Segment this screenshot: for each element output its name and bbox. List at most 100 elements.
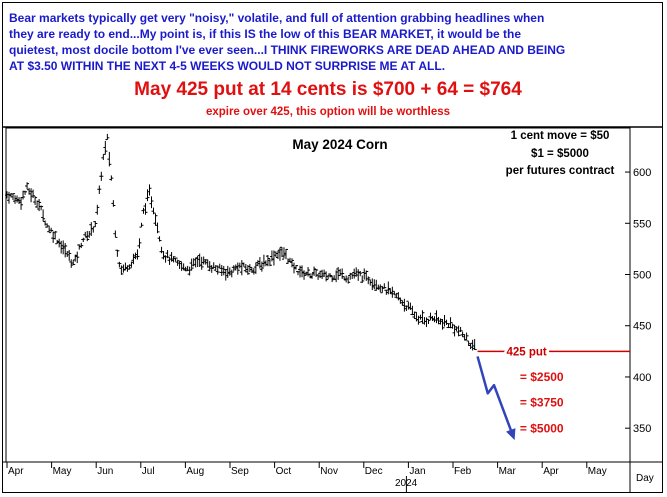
price-bar xyxy=(105,133,110,141)
price-bar xyxy=(267,258,272,267)
price-bar xyxy=(69,259,74,268)
chart-title: May 2024 Corn xyxy=(292,137,387,152)
price-bar xyxy=(61,240,66,255)
price-bar xyxy=(243,263,248,273)
x-tick-label: Oct xyxy=(276,466,292,477)
price-bar xyxy=(39,205,44,211)
price-bar xyxy=(233,264,238,271)
price-bar xyxy=(195,255,200,268)
put-strike-label: 425 put xyxy=(506,346,546,358)
price-bar xyxy=(458,326,463,333)
y-tick-label: 600 xyxy=(633,167,651,179)
price-bar xyxy=(402,298,407,312)
y-tick-label: 450 xyxy=(633,321,651,333)
price-bar xyxy=(318,270,323,279)
price-bar xyxy=(43,220,48,226)
price-bar xyxy=(127,264,132,270)
price-bars xyxy=(5,133,477,351)
price-bar xyxy=(33,196,38,205)
price-bar xyxy=(312,266,317,276)
price-bar xyxy=(103,141,108,155)
price-bar xyxy=(426,318,431,324)
price-bar xyxy=(302,270,307,280)
price-bar xyxy=(137,238,142,249)
price-bar xyxy=(157,236,162,242)
y-axis: 350 400 450 500 550 600 xyxy=(625,167,651,435)
price-bar xyxy=(241,262,246,268)
price-bar xyxy=(470,339,475,351)
price-bar xyxy=(17,197,22,205)
price-bar xyxy=(53,230,58,240)
price-bar xyxy=(193,257,198,268)
price-bar xyxy=(207,261,212,272)
price-bar xyxy=(125,265,130,272)
price-bar xyxy=(87,231,92,238)
price-bar xyxy=(37,199,42,212)
price-bar xyxy=(117,261,122,268)
price-bar xyxy=(111,200,116,207)
subline: expire over 425, this option will be wor… xyxy=(206,106,450,118)
x-tick-label: Feb xyxy=(454,466,472,477)
price-bar xyxy=(306,267,311,277)
note-per-contract: per futures contract xyxy=(506,165,615,177)
price-bar xyxy=(83,231,88,237)
price-bar xyxy=(261,254,266,267)
price-bar xyxy=(67,250,72,261)
x-axis: Apr May Jun Jul Aug Sep Oct Nov Dec Jan Feb Mar Apr M… xyxy=(6,462,607,492)
price-bar xyxy=(221,265,226,276)
price-bar xyxy=(209,265,214,273)
headline: May 425 put at 14 cents is $700 + 64 = $… xyxy=(134,79,522,100)
x-tick-label: Jan xyxy=(409,466,425,477)
price-bar xyxy=(412,311,417,319)
x-tick-label: Mar xyxy=(499,466,517,477)
price-bar xyxy=(51,231,56,243)
commentary-line-2: they are ready to end...My point is, if … xyxy=(9,27,521,41)
price-bar xyxy=(257,257,262,269)
price-bar xyxy=(382,283,387,289)
price-bar xyxy=(422,317,427,325)
price-bar xyxy=(133,252,138,260)
price-bar xyxy=(444,319,449,325)
price-bar xyxy=(364,270,369,281)
price-bar xyxy=(235,262,240,275)
price-bar xyxy=(21,190,26,200)
x-tick-label: Jul xyxy=(142,466,155,477)
price-bar xyxy=(201,256,206,265)
price-bar xyxy=(279,246,284,258)
price-bar xyxy=(177,260,182,270)
price-bar xyxy=(432,316,437,323)
price-bar xyxy=(173,257,178,262)
price-bar xyxy=(205,259,210,268)
price-bar xyxy=(281,247,286,260)
price-bar xyxy=(336,267,341,280)
price-bar xyxy=(285,258,290,264)
price-bar xyxy=(121,264,126,273)
price-bar xyxy=(109,175,114,181)
price-bar xyxy=(75,251,80,264)
x-tick-label: Apr xyxy=(543,466,559,477)
price-bar xyxy=(223,269,228,281)
price-bar xyxy=(141,207,146,214)
target-annotation: = $2500 xyxy=(520,370,564,384)
price-bar xyxy=(340,268,345,279)
price-bar xyxy=(135,249,140,260)
price-bar xyxy=(151,207,156,215)
price-bar xyxy=(15,195,20,203)
price-bar xyxy=(239,260,244,276)
price-bar xyxy=(434,310,439,324)
commentary-line-1: Bear markets typically get very "noisy,"… xyxy=(9,11,544,25)
price-bar xyxy=(263,260,268,267)
price-bar xyxy=(171,256,176,263)
price-bar xyxy=(265,255,270,267)
price-bar xyxy=(424,317,429,328)
price-bar xyxy=(35,200,40,208)
price-bar xyxy=(97,185,102,194)
price-bar xyxy=(277,247,282,261)
price-bar xyxy=(189,258,194,271)
price-bar xyxy=(101,153,106,160)
price-bar xyxy=(370,278,375,291)
x-tick-label: Dec xyxy=(365,466,383,477)
projection-arrow xyxy=(476,356,515,437)
commentary-line-3: quietest, most docile bottom I've ever s… xyxy=(9,43,565,57)
